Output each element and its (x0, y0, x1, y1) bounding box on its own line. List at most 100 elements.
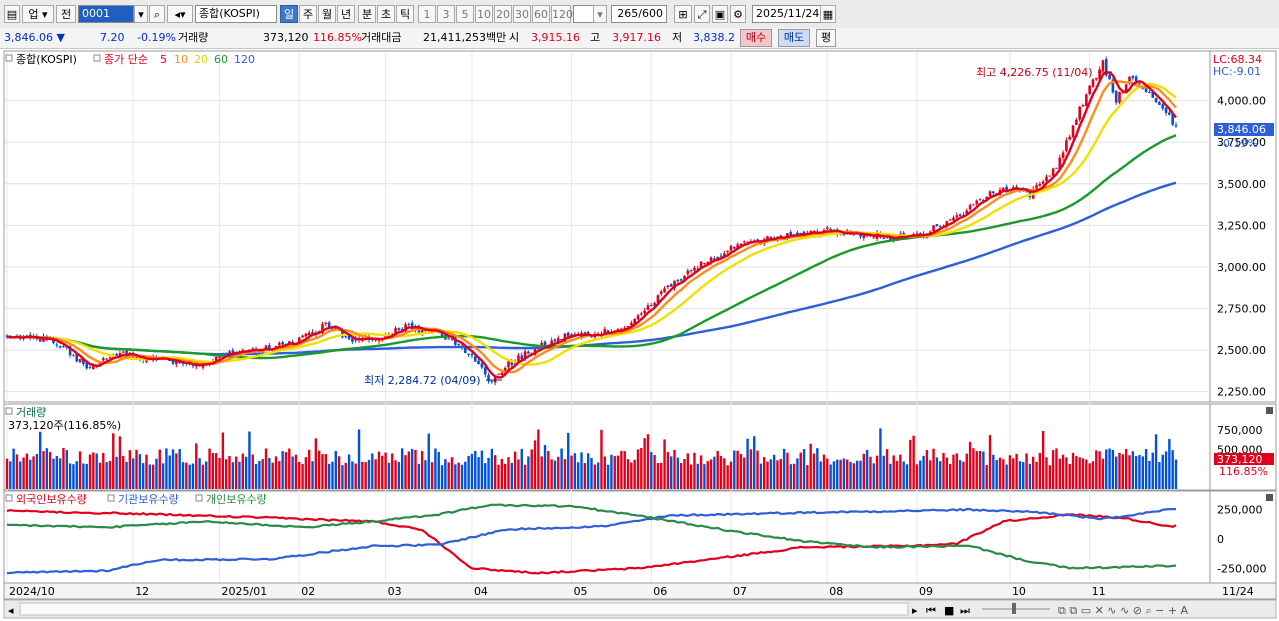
volume-bar (676, 457, 680, 489)
x-axis-panel (3, 582, 1277, 600)
volume-bar (138, 454, 142, 489)
zoom-slider-handle[interactable] (1012, 603, 1016, 614)
volume-bar (1018, 461, 1022, 489)
period-minute-button[interactable]: 분 (358, 5, 376, 23)
save-icon[interactable]: ▣ (712, 5, 728, 23)
volume-bar (895, 460, 899, 489)
period-tick-button[interactable]: 틱 (396, 5, 414, 23)
interval-30-button[interactable]: 30 (513, 5, 531, 23)
volume-bar (19, 461, 22, 489)
horizontal-scrollbar[interactable] (19, 602, 909, 616)
interval-5-button[interactable]: 5 (456, 5, 474, 23)
candle-body (640, 313, 643, 315)
high-annotation: 최고 4,226.75 (11/04) (976, 66, 1093, 79)
volume-bar (42, 451, 45, 489)
indiv-toggle[interactable] (195, 494, 203, 502)
code-input[interactable]: 0001 (78, 5, 134, 23)
tools-icons[interactable]: ⧉ ⧉ ▭ ✕ ∿ ∿ ⊘ ⌕ − + A (1058, 604, 1189, 617)
price-panel-toggle[interactable] (5, 54, 13, 62)
period-month-button[interactable]: 월 (318, 5, 336, 23)
volume-bar (1138, 454, 1141, 489)
interval-1-button[interactable]: 1 (418, 5, 436, 23)
calendar-icon[interactable]: ▦ (820, 5, 836, 23)
custom-interval-dropdown-icon[interactable]: ▾ (593, 5, 607, 23)
interval-10-button[interactable]: 10 (475, 5, 493, 23)
volume-bar (145, 454, 148, 489)
foreign-toggle[interactable] (5, 494, 13, 502)
x-tick-label: 09 (919, 585, 933, 598)
candle-body (297, 337, 301, 344)
period-day-button[interactable]: 일 (280, 5, 298, 23)
sound-icon[interactable]: ◂▾ (167, 5, 193, 23)
search-icon[interactable]: ⌕ (149, 5, 165, 23)
candle-body (440, 333, 444, 337)
volume-bar (25, 453, 29, 489)
candle-body (676, 280, 680, 282)
volume-bar (660, 462, 663, 489)
volume-panel-close-icon[interactable] (1266, 407, 1273, 414)
go-first-icon[interactable]: ⏮ (926, 604, 936, 617)
stop-icon[interactable]: ■ (944, 604, 954, 617)
market-select[interactable]: 업 ▾ (22, 5, 54, 23)
interval-3-button[interactable]: 3 (437, 5, 455, 23)
candle-body (802, 231, 806, 235)
candle-body (746, 241, 749, 243)
candle-body (477, 360, 480, 364)
candle-body (92, 364, 95, 370)
settings-gear-icon[interactable]: ⚙ (730, 5, 746, 23)
volume-bar (493, 455, 497, 489)
volume-panel-toggle[interactable] (5, 407, 13, 415)
low-annotation: 최저 2,284.72 (04/09) (364, 374, 481, 387)
buy-button[interactable]: 매수 (740, 29, 772, 47)
sell-button[interactable]: 매도 (778, 29, 810, 47)
volume-bar (98, 462, 102, 489)
indicator-icon[interactable]: ⤢ (694, 5, 710, 23)
volume-bar (1081, 458, 1085, 489)
candle-body (769, 236, 773, 239)
volume-bar (527, 456, 530, 489)
interval-60-button[interactable]: 60 (532, 5, 550, 23)
market-select-label: 업 (28, 8, 39, 21)
volume-bar (812, 453, 816, 489)
interval-20-button[interactable]: 20 (494, 5, 512, 23)
volume-bar (68, 463, 72, 489)
volume-bar (151, 464, 155, 489)
volume-bar (739, 453, 743, 489)
volume-bar (885, 449, 889, 489)
ma-legend-toggle[interactable] (93, 54, 101, 62)
layout-icon[interactable]: ▤ (4, 5, 20, 23)
period-second-button[interactable]: 초 (377, 5, 395, 23)
count-input[interactable]: 265/600 (611, 5, 667, 23)
volume-bar (919, 460, 922, 489)
volume-bar (862, 453, 866, 489)
volume-bar (1025, 453, 1028, 489)
prev-button[interactable]: 전 (56, 5, 76, 23)
count-max: /600 (638, 7, 663, 20)
scroll-left-icon[interactable]: ◂ (8, 604, 14, 617)
candle-type-icon[interactable]: ⊞ (674, 5, 692, 23)
volume-bar (865, 449, 869, 489)
go-last-icon[interactable]: ⏭ (960, 604, 970, 617)
code-dropdown-icon[interactable]: ▾ (134, 5, 148, 23)
quote-low: 3,838.2 (693, 31, 735, 44)
volume-bar (978, 451, 982, 489)
inst-toggle[interactable] (107, 494, 115, 502)
date-input[interactable]: 2025/11/24 (752, 5, 822, 23)
candle-body (1111, 79, 1115, 93)
volume-bar (590, 457, 593, 489)
interval-120-button[interactable]: 120 (551, 5, 573, 23)
candle-body (1164, 107, 1168, 113)
holdings-panel-close-icon[interactable] (1266, 494, 1273, 501)
scroll-right-icon[interactable]: ▸ (912, 604, 918, 617)
candle-body (540, 342, 543, 347)
eval-button[interactable]: 평 (816, 29, 836, 47)
period-year-button[interactable]: 년 (337, 5, 355, 23)
period-week-button[interactable]: 주 (299, 5, 317, 23)
candle-body (723, 253, 726, 256)
inst-holdings-line (6, 507, 1176, 575)
candle-body (327, 322, 331, 329)
candle-body (168, 360, 172, 362)
candle-body (733, 246, 736, 249)
candle-body (703, 262, 706, 264)
